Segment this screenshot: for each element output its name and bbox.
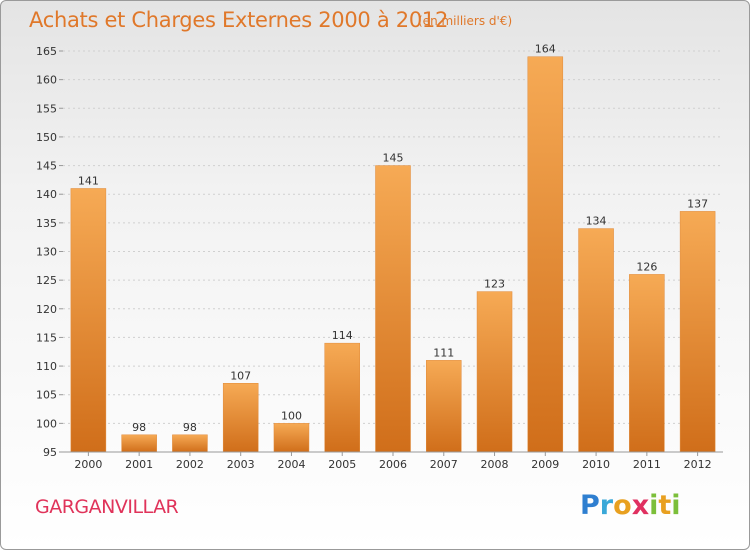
chart-subtitle: (en milliers d'€) [418, 14, 513, 28]
y-tick-label: 120 [36, 303, 57, 316]
bar-value-label: 123 [484, 278, 505, 291]
bar [172, 434, 208, 453]
x-tick-label: 2004 [277, 458, 305, 471]
bar-value-label: 141 [78, 174, 99, 187]
x-tick-label: 2009 [531, 458, 559, 471]
x-tick-label: 2002 [176, 458, 204, 471]
x-tick-label: 2003 [227, 458, 255, 471]
y-tick-label: 105 [36, 389, 57, 402]
x-tick-label: 2008 [481, 458, 509, 471]
y-axis-ticks: 95 100 105 110 115 120 125 130 135 140 145 150 155 16… [36, 45, 63, 459]
y-tick-label: 145 [36, 160, 57, 173]
bar [324, 342, 360, 453]
y-tick-label: 165 [36, 45, 57, 58]
y-tick-label: 135 [36, 217, 57, 230]
y-tick-label: 160 [36, 74, 57, 87]
x-tick-label: 2000 [74, 458, 102, 471]
bar [426, 360, 462, 453]
city-name: GARGANVILLAR [35, 496, 179, 518]
bar-value-label: 107 [230, 369, 251, 382]
y-tick-label: 140 [36, 188, 57, 201]
bar-value-label: 100 [281, 409, 302, 422]
y-tick-label: 125 [36, 274, 57, 287]
y-tick-label: 155 [36, 102, 57, 115]
bar-value-label: 137 [687, 197, 708, 210]
bar [527, 56, 564, 453]
bar [578, 228, 614, 453]
x-tick-label: 2007 [430, 458, 458, 471]
y-tick-label: 130 [36, 246, 57, 259]
bar-value-label: 145 [383, 152, 404, 165]
x-tick-label: 2005 [328, 458, 356, 471]
proxiti-logo[interactable]: Proxiti [580, 490, 681, 521]
bar [70, 188, 107, 453]
bar-value-label: 114 [332, 329, 353, 342]
bar-value-label: 111 [433, 346, 454, 359]
x-tick-label: 2001 [125, 458, 153, 471]
y-tick-label: 95 [43, 446, 57, 459]
y-tick-label: 100 [36, 417, 57, 430]
x-tick-label: 2012 [684, 458, 712, 471]
bar [629, 274, 665, 453]
x-axis-ticks: 2000 2001 2002 2003 2004 2005 2006 2007 2008 2009… [74, 452, 712, 471]
bars: 141 98 98 107 100 114 145 111 123 164 134 126 137 [70, 43, 716, 453]
bar-value-label: 98 [132, 421, 146, 434]
y-tick-label: 150 [36, 131, 57, 144]
y-tick-label: 115 [36, 331, 57, 344]
bar [121, 434, 157, 453]
y-tick-label: 110 [36, 360, 57, 373]
bar [222, 383, 259, 453]
bar-value-label: 98 [183, 421, 197, 434]
bar [273, 423, 310, 453]
bar-value-label: 134 [586, 215, 607, 228]
bar-value-label: 164 [535, 43, 556, 56]
x-tick-label: 2010 [582, 458, 610, 471]
chart-title: Achats et Charges Externes 2000 à 2012 [29, 8, 449, 32]
bar [375, 165, 411, 453]
x-tick-label: 2006 [379, 458, 407, 471]
bar-value-label: 126 [636, 260, 657, 273]
bar [476, 291, 513, 453]
x-tick-label: 2011 [633, 458, 661, 471]
bar [679, 211, 716, 453]
